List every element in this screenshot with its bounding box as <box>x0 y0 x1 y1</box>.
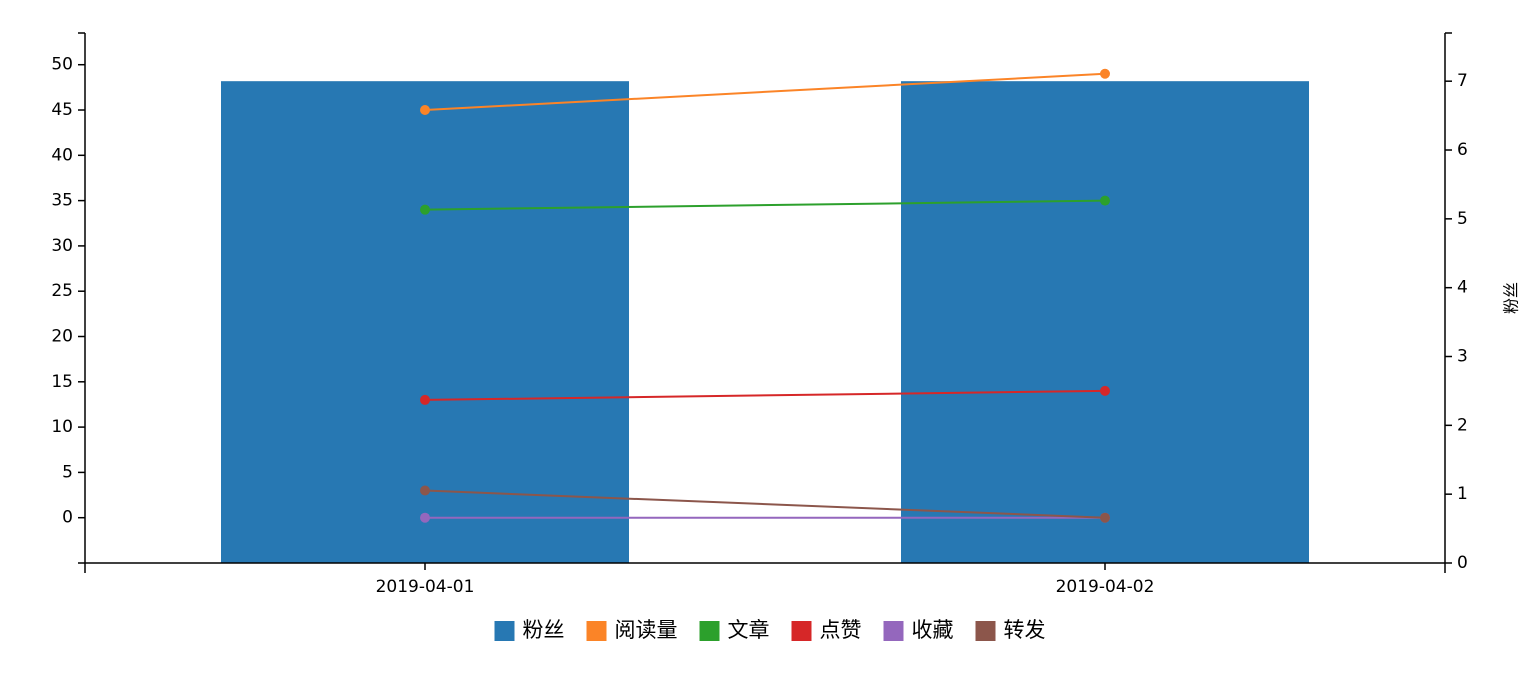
point-转发-2019-04-01 <box>420 485 430 496</box>
y-left-tick-label: 20 <box>51 327 73 347</box>
legend-swatch <box>883 621 904 641</box>
point-阅读量-2019-04-02 <box>1100 68 1110 79</box>
y-left-tick-label: 5 <box>62 462 73 482</box>
y-left-tick-label: 50 <box>51 55 73 75</box>
point-收藏-2019-04-01 <box>420 512 430 523</box>
point-点赞-2019-04-02 <box>1100 385 1110 396</box>
bars-layer <box>221 81 1309 563</box>
point-转发-2019-04-02 <box>1100 512 1110 523</box>
y-right-tick-label: 0 <box>1457 553 1468 573</box>
legend-item-转发: 转发 <box>975 618 1046 642</box>
line-点赞 <box>424 389 1106 401</box>
y-right-tick-label: 7 <box>1457 71 1468 91</box>
legend-swatch <box>975 621 996 641</box>
y-left-tick-label: 25 <box>51 281 73 301</box>
y-right-tick-label: 5 <box>1457 209 1468 229</box>
y-left-tick-label: 30 <box>51 236 73 256</box>
legend-swatch <box>699 621 720 641</box>
legend-swatch <box>494 621 515 641</box>
y-left-tick-label: 0 <box>62 508 73 528</box>
legend-label: 转发 <box>1004 618 1046 642</box>
y-right-tick-label: 6 <box>1457 140 1468 160</box>
y-right-tick-label: 2 <box>1457 415 1468 435</box>
y-left-tick-label: 40 <box>51 145 73 165</box>
y-right-tick-label: 4 <box>1457 278 1468 298</box>
legend-swatch <box>586 621 607 641</box>
axes-layer: 0510152025303540455001234567粉丝2019-04-01… <box>51 32 1521 597</box>
point-点赞-2019-04-01 <box>420 394 430 405</box>
y-left-tick-label: 45 <box>51 100 73 120</box>
line-转发 <box>424 489 1106 519</box>
point-阅读量-2019-04-01 <box>420 105 430 116</box>
y-right-tick-label: 1 <box>1457 484 1468 504</box>
legend-label: 点赞 <box>820 618 862 642</box>
y-left-tick-label: 35 <box>51 191 73 211</box>
line-阅读量 <box>424 72 1106 112</box>
lines-layer <box>420 68 1110 523</box>
bar-粉丝-2019-04-01 <box>221 81 629 563</box>
legend-label: 阅读量 <box>615 618 678 642</box>
y-left-tick-label: 15 <box>51 372 73 392</box>
legend-item-点赞: 点赞 <box>791 618 862 642</box>
legend-item-粉丝: 粉丝 <box>494 618 565 642</box>
legend-label: 收藏 <box>912 618 954 642</box>
bar-粉丝-2019-04-02 <box>901 81 1309 563</box>
legend-label: 粉丝 <box>523 618 565 642</box>
legend-item-收藏: 收藏 <box>883 618 954 642</box>
legend: 粉丝 阅读量 文章 点赞 收藏 转发 <box>494 618 1046 642</box>
x-tick-label: 2019-04-02 <box>1056 577 1155 597</box>
y-axis-right-title: 粉丝 <box>1502 282 1521 314</box>
point-文章-2019-04-02 <box>1100 195 1110 206</box>
y-right-tick-label: 3 <box>1457 347 1468 367</box>
point-文章-2019-04-01 <box>420 204 430 215</box>
y-left-tick-label: 10 <box>51 417 73 437</box>
line-文章 <box>424 199 1106 211</box>
x-tick-label: 2019-04-01 <box>376 577 475 597</box>
legend-item-阅读量: 阅读量 <box>586 618 678 642</box>
legend-swatch <box>791 621 812 641</box>
legend-label: 文章 <box>728 618 770 642</box>
legend-item-文章: 文章 <box>699 618 770 642</box>
